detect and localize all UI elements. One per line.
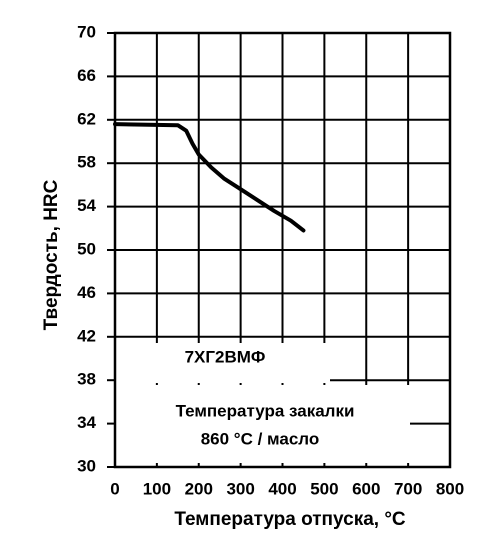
- annotation: 860 °C / масло: [201, 429, 320, 448]
- x-tick-label: 200: [185, 479, 213, 498]
- series-label: 7ХГ2ВМФ: [185, 347, 266, 366]
- x-tick-label: 0: [110, 479, 119, 498]
- y-axis-label: Твердость, HRC: [41, 179, 62, 330]
- x-tick-label: 700: [394, 479, 422, 498]
- y-tick-label: 70: [77, 22, 96, 41]
- y-tick-label: 30: [77, 456, 96, 475]
- y-tick-label: 46: [77, 283, 96, 302]
- y-tick-label: 50: [77, 239, 96, 258]
- x-tick-label: 500: [310, 479, 338, 498]
- x-tick-label: 600: [352, 479, 380, 498]
- x-tick-label: 100: [143, 479, 171, 498]
- x-axis-label: Температура отпуска, °C: [174, 509, 406, 530]
- annotation: Температура закалки: [176, 401, 355, 420]
- legend-box: [115, 343, 330, 383]
- x-tick-label: 300: [226, 479, 254, 498]
- y-tick-label: 58: [77, 153, 96, 172]
- x-tick-label: 800: [436, 479, 464, 498]
- y-tick-label: 34: [77, 413, 96, 432]
- y-tick-label: 66: [77, 66, 96, 85]
- annotation-box: [115, 385, 410, 463]
- y-tick-label: 42: [77, 326, 96, 345]
- y-tick-label: 38: [77, 370, 96, 389]
- y-tick-label: 54: [77, 196, 96, 215]
- x-tick-label: 400: [268, 479, 296, 498]
- data-line: [113, 122, 306, 233]
- y-tick-label: 62: [77, 109, 96, 128]
